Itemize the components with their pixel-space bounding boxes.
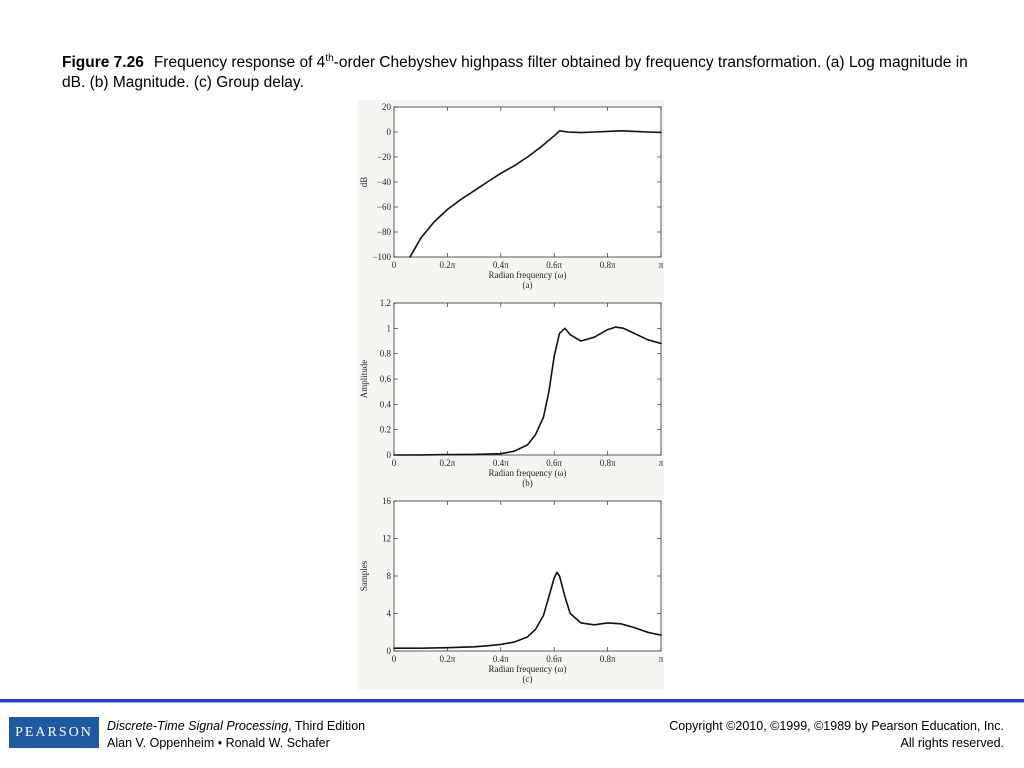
footer-book-info: Discrete-Time Signal Processing, Third E… (107, 718, 365, 752)
log-magnitude-curve (409, 129, 662, 258)
magnitude-ylabel: Amplitude (359, 360, 369, 399)
log-magnitude-xtick-label: 0 (392, 260, 397, 270)
group-delay-xtick-label: 0.6π (546, 654, 562, 664)
magnitude-xtick-label: 0.8π (600, 458, 616, 468)
log-magnitude-xtick-label: 0.8π (600, 260, 616, 270)
caption-superscript: th (325, 52, 334, 64)
magnitude-xtick-label: 0.6π (546, 458, 562, 468)
magnitude-xtick-label: 0.4π (493, 458, 509, 468)
magnitude-ytick-label: 0.4 (380, 399, 392, 409)
group-delay-ytick-label: 12 (382, 534, 391, 544)
group-delay-ytick-label: 4 (387, 609, 392, 619)
group-delay-ytick-label: 0 (387, 646, 392, 656)
log-magnitude-ytick-label: 0 (387, 127, 392, 137)
group-delay-ytick-label: 8 (387, 571, 392, 581)
footer-divider (0, 699, 1024, 702)
magnitude-ytick-label: 0 (387, 450, 392, 460)
group-delay-ylabel: Samples (359, 560, 369, 591)
log-magnitude-ytick-label: −20 (377, 152, 392, 162)
log-magnitude-panel-label: (a) (523, 280, 533, 290)
book-authors: Alan V. Oppenheim • Ronald W. Schafer (107, 736, 330, 750)
magnitude-xtick-label: 0 (392, 458, 397, 468)
magnitude-xtick-label: 0.2π (440, 458, 456, 468)
group-delay-xtick-label: 0 (392, 654, 397, 664)
log-magnitude-ytick-label: −60 (377, 202, 392, 212)
log-magnitude-xtick-label: 0.4π (493, 260, 509, 270)
group-delay-ytick-label: 16 (382, 496, 392, 506)
magnitude-ytick-label: 1.2 (380, 298, 391, 308)
magnitude-ytick-label: 0.2 (380, 425, 391, 435)
rights-text: All rights reserved. (900, 736, 1004, 750)
footer-divider-shadow (0, 702, 1024, 703)
magnitude-plot-frame (393, 302, 662, 456)
copyright-text: Copyright ©2010, ©1999, ©1989 by Pearson… (669, 719, 1004, 733)
log-magnitude-xtick-label: 0.6π (546, 260, 562, 270)
group-delay-xtick-label: 0.2π (440, 654, 456, 664)
book-edition: , Third Edition (288, 719, 366, 733)
group-delay-xtick-label: 0.4π (493, 654, 509, 664)
group-delay-xtick-label: π (659, 654, 664, 664)
log-magnitude-ytick-label: 20 (382, 102, 392, 112)
log-magnitude-xtick-label: π (659, 260, 664, 270)
group-delay-plot-frame (393, 500, 662, 652)
magnitude-curve (393, 326, 662, 456)
log-magnitude-xlabel: Radian frequency (ω) (489, 270, 567, 280)
group-delay-xtick-label: 0.8π (600, 654, 616, 664)
pearson-logo: PEARSON (9, 717, 99, 748)
magnitude-xtick-label: π (659, 458, 664, 468)
group-delay-panel-label: (c) (523, 674, 533, 684)
figure-panel: 20 0 −20 −40 −60 −80 −100 0 0.2π 0.4π 0.6π 0.8π π Rad… (358, 100, 664, 690)
log-magnitude-plot-frame (393, 106, 662, 258)
log-magnitude-ytick-label: −80 (377, 227, 392, 237)
figure-label: Figure 7.26 (62, 54, 144, 71)
magnitude-ytick-label: 1 (387, 323, 392, 333)
book-title-line: Discrete-Time Signal Processing, Third E… (107, 718, 365, 735)
magnitude-panel-label: (b) (522, 478, 533, 488)
magnitude-xlabel: Radian frequency (ω) (489, 468, 567, 478)
group-delay-curve (393, 571, 662, 650)
log-magnitude-xtick-label: 0.2π (440, 260, 456, 270)
log-magnitude-ytick-label: −100 (372, 252, 391, 262)
log-magnitude-ytick-label: −40 (377, 177, 392, 187)
caption-text-b: -order Chebyshev highpass filter obtaine… (62, 54, 968, 91)
log-magnitude-ylabel: dB (359, 177, 369, 188)
book-title: Discrete-Time Signal Processing (107, 719, 289, 733)
group-delay-xlabel: Radian frequency (ω) (489, 664, 567, 674)
figure-caption: Figure 7.26 Frequency response of 4th-ord… (62, 53, 972, 93)
caption-text-a: Frequency response of 4 (153, 54, 326, 71)
magnitude-ytick-label: 0.6 (380, 374, 392, 384)
footer-copyright: Copyright ©2010, ©1999, ©1989 by Pearson… (669, 718, 1004, 752)
magnitude-ytick-label: 0.8 (380, 349, 392, 359)
